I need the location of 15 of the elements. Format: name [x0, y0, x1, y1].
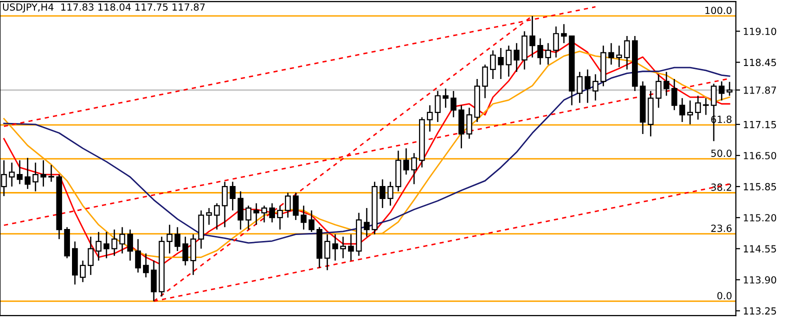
y-tick-label: 117.87: [744, 86, 776, 94]
y-tick-label: 115.85: [744, 183, 776, 190]
annotation: 50.0: [711, 150, 732, 157]
y-tick-label: 113.25: [744, 307, 776, 315]
y-tick-label: 115.20: [744, 214, 776, 222]
y-tick-label: 114.55: [744, 245, 776, 252]
y-tick-label: 117.15: [744, 121, 776, 128]
chart-title: USDJPY,H4 117.83 118.04 117.75 117.87: [3, 3, 205, 13]
annotation: 0.0: [717, 292, 732, 300]
y-tick-label: 118.45: [744, 58, 776, 66]
annotation: 23.6: [711, 224, 732, 232]
y-tick-label: 113.90: [744, 276, 776, 284]
annotation: 100.0: [705, 6, 732, 14]
y-tick-label: 119.10: [744, 28, 776, 36]
y-tick-label: 116.50: [744, 152, 776, 160]
